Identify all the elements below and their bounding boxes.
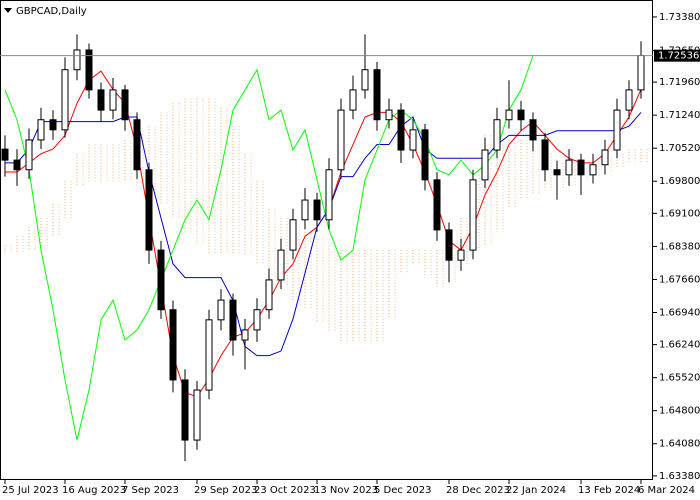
candle-body: [85, 49, 93, 91]
candle-body: [541, 139, 549, 171]
candle-body: [589, 164, 597, 176]
x-tick-label: 7 Sep 2023: [122, 485, 179, 496]
candle-body: [517, 109, 525, 121]
candle-body: [157, 249, 165, 311]
candle-body: [397, 109, 405, 151]
candle-body: [505, 109, 513, 121]
candle-body: [433, 179, 441, 231]
candle-body: [1, 148, 9, 161]
candle-body: [421, 129, 429, 181]
candle-body: [97, 89, 105, 111]
x-tick-label: 13 Feb 2024: [578, 485, 640, 496]
y-tick-label: 1.71240: [659, 110, 700, 121]
y-tick-label: 1.66240: [659, 340, 700, 351]
indicator-line: [4, 55, 534, 441]
candle-body: [493, 119, 501, 151]
candle-body: [205, 319, 213, 391]
y-tick-label: 1.69100: [659, 208, 700, 219]
candle-body: [481, 149, 489, 181]
x-tick-label: 29 Sep 2023: [194, 485, 257, 496]
candle-body: [73, 49, 81, 71]
candle-body: [409, 129, 417, 151]
candle-body: [529, 119, 537, 141]
candle-body: [313, 199, 321, 221]
y-tick-label: 1.63380: [659, 471, 700, 482]
candle-body: [337, 109, 345, 171]
candle-body: [373, 69, 381, 121]
y-tick-label: 1.71960: [659, 77, 700, 88]
y-tick-label: 1.66940: [659, 307, 700, 318]
candle-body: [625, 89, 633, 111]
y-tick-label: 1.64800: [659, 406, 700, 417]
y-tick-label: 1.68380: [659, 241, 700, 252]
x-tick-label: 22 Jan 2024: [506, 485, 566, 496]
y-tick-label: 1.70520: [659, 143, 700, 154]
y-tick-label: 1.73380: [659, 12, 700, 23]
candle-body: [37, 119, 45, 141]
candle-body: [601, 149, 609, 166]
candle-body: [61, 69, 69, 131]
x-tick-label: 23 Oct 2023: [254, 485, 316, 496]
candle-body: [445, 229, 453, 261]
candle-body: [217, 299, 225, 321]
candle-body: [277, 249, 285, 281]
candle-body: [109, 89, 117, 111]
candle-body: [301, 199, 309, 221]
y-tick-label: 1.64080: [659, 439, 700, 450]
candle-body: [25, 139, 33, 171]
chart-title: GBPCAD,Daily: [16, 6, 87, 17]
candle-body: [49, 119, 57, 131]
candle-body: [289, 219, 297, 251]
y-tick-label: 1.65520: [659, 373, 700, 384]
candle-body: [613, 109, 621, 151]
candle-body: [169, 309, 177, 381]
candle-body: [349, 89, 357, 111]
candle-body: [265, 279, 273, 311]
candle-body: [457, 249, 465, 261]
candle-body: [133, 119, 141, 171]
x-tick-label: 25 Jul 2023: [2, 485, 59, 496]
candle-body: [241, 329, 249, 341]
price-label-bg: [654, 49, 700, 62]
candle-body: [253, 309, 261, 331]
price-label: 1.72536: [658, 51, 699, 62]
y-tick-label: 1.67660: [659, 274, 700, 285]
candle-body: [145, 169, 153, 251]
candle-body: [637, 54, 645, 91]
menu-arrow: [4, 8, 12, 13]
x-tick-label: 13 Nov 2023: [314, 485, 378, 496]
candle-body: [565, 159, 573, 176]
candle-body: [193, 389, 201, 441]
candle-body: [229, 299, 237, 341]
candle-body: [13, 159, 21, 171]
y-tick-label: 1.69800: [659, 176, 700, 187]
candle-body: [121, 89, 129, 121]
x-tick-label: 28 Dec 2023: [446, 485, 510, 496]
candle-body: [181, 379, 189, 441]
candle-body: [469, 179, 477, 251]
plot-frame: [0, 0, 653, 480]
candle-body: [553, 169, 561, 176]
x-tick-label: 5 Dec 2023: [374, 485, 432, 496]
candle-body: [361, 69, 369, 91]
candle-body: [325, 169, 333, 221]
candle-body: [385, 109, 393, 121]
x-tick-label: 16 Aug 2023: [62, 485, 126, 496]
candle-body: [577, 159, 585, 176]
x-tick-label: 6 Mar 2024: [638, 485, 695, 496]
